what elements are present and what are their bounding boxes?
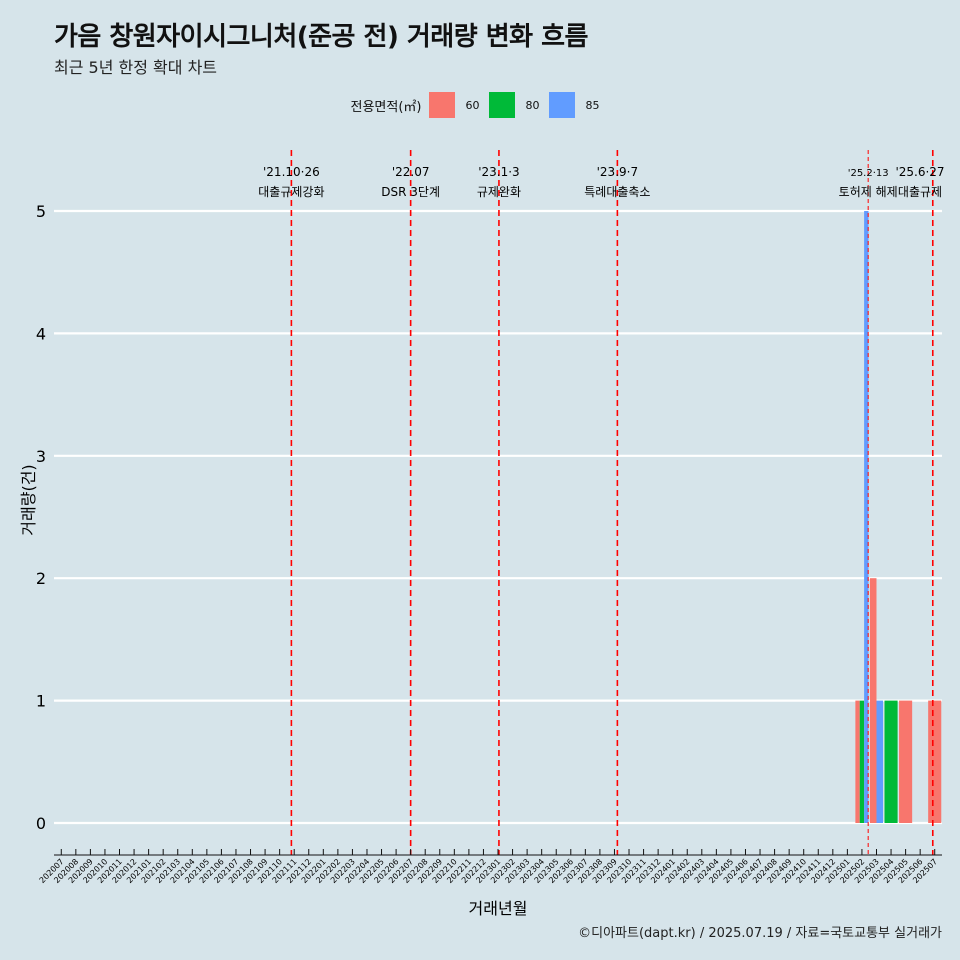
legend: 전용면적(㎡) 60 80 85 xyxy=(0,92,960,118)
legend-label-80: 80 xyxy=(525,98,540,112)
event-date-4: '25.2·13 xyxy=(848,168,889,179)
event-date-5: '25.6·27 xyxy=(895,165,944,179)
bar-60-202503 xyxy=(869,578,877,823)
legend-item-60: 60 xyxy=(429,92,479,118)
event-label-5: 대출규제 xyxy=(898,185,942,199)
caption: ©디아파트(dapt.kr) / 2025.07.19 / 자료=국토교통부 실… xyxy=(578,926,942,941)
legend-label-60: 60 xyxy=(465,98,480,112)
event-date-0: '21.10·26 xyxy=(263,165,320,179)
y-tick-label-4: 4 xyxy=(36,324,46,343)
bar-85-202502 xyxy=(864,211,869,823)
y-tick-label-0: 0 xyxy=(36,814,46,833)
bar-60-202507 xyxy=(928,700,942,823)
event-date-3: '23.9·7 xyxy=(597,165,638,179)
event-label-3: 특례대출축소 xyxy=(584,185,650,199)
legend-title: 전용면적(㎡) xyxy=(350,99,422,115)
bar-60-202502 xyxy=(855,700,860,823)
chart-subtitle: 최근 5년 한정 확대 차트 xyxy=(54,58,218,77)
legend-swatch-80 xyxy=(489,92,516,118)
bar-80-202504 xyxy=(884,700,898,823)
legend-item-85: 85 xyxy=(549,92,599,118)
chart-title: 가음 창원자이시그니처(준공 전) 거래량 변화 흐름 xyxy=(54,22,588,52)
legend-swatch-60 xyxy=(429,92,456,118)
event-label-2: 규제완화 xyxy=(477,185,521,199)
bar-85-202503 xyxy=(876,700,884,823)
y-tick-label-3: 3 xyxy=(36,447,46,466)
y-axis-title: 거래량(건) xyxy=(19,464,38,535)
event-label-4: 토허제 해제 xyxy=(839,185,898,199)
y-tick-label-5: 5 xyxy=(36,202,46,221)
y-tick-label-2: 2 xyxy=(36,569,46,588)
event-date-2: '23.1·3 xyxy=(478,165,519,179)
legend-swatch-85 xyxy=(549,92,576,118)
y-tick-label-1: 1 xyxy=(36,692,46,711)
legend-item-80: 80 xyxy=(489,92,539,118)
legend-label-85: 85 xyxy=(585,98,600,112)
bar-60-202505 xyxy=(899,700,913,823)
event-label-1: DSR 3단계 xyxy=(381,185,440,199)
x-axis-title: 거래년월 xyxy=(469,899,528,918)
event-label-0: 대출규제강화 xyxy=(258,185,324,199)
bar-80-202502 xyxy=(859,700,865,823)
event-date-1: '22.07 xyxy=(392,165,430,179)
